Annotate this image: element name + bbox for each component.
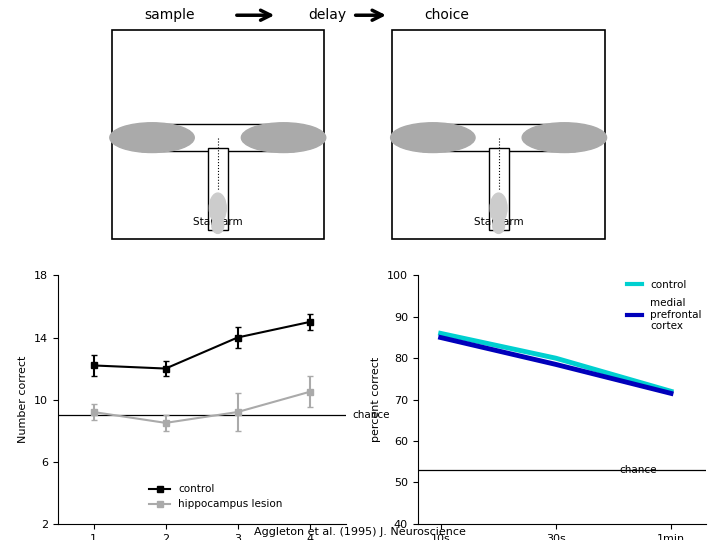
Ellipse shape (210, 193, 226, 223)
Text: delay: delay (309, 8, 346, 22)
Legend: control, hippocampus lesion: control, hippocampus lesion (145, 480, 287, 514)
Bar (392, 30, 605, 239)
Y-axis label: percent correct: percent correct (372, 357, 382, 442)
Text: sample: sample (144, 8, 194, 22)
Circle shape (110, 123, 194, 152)
Bar (489, 148, 508, 230)
Text: choice: choice (424, 8, 469, 22)
Text: Start arm: Start arm (474, 217, 523, 227)
Circle shape (522, 123, 606, 152)
Ellipse shape (212, 218, 224, 233)
Bar (208, 148, 228, 230)
Bar (141, 124, 294, 151)
Circle shape (391, 123, 475, 152)
Text: Aggleton et al. (1995) J. Neuroscience: Aggleton et al. (1995) J. Neuroscience (254, 527, 466, 537)
Text: chance: chance (353, 410, 390, 420)
Text: chance: chance (619, 465, 657, 475)
Circle shape (241, 123, 325, 152)
Ellipse shape (490, 193, 507, 223)
Y-axis label: Number correct: Number correct (18, 356, 28, 443)
Legend: control, medial
prefrontal
cortex: control, medial prefrontal cortex (622, 275, 706, 335)
Bar (112, 30, 324, 239)
Bar (422, 124, 575, 151)
Text: Start arm: Start arm (193, 217, 243, 227)
Ellipse shape (492, 218, 505, 233)
